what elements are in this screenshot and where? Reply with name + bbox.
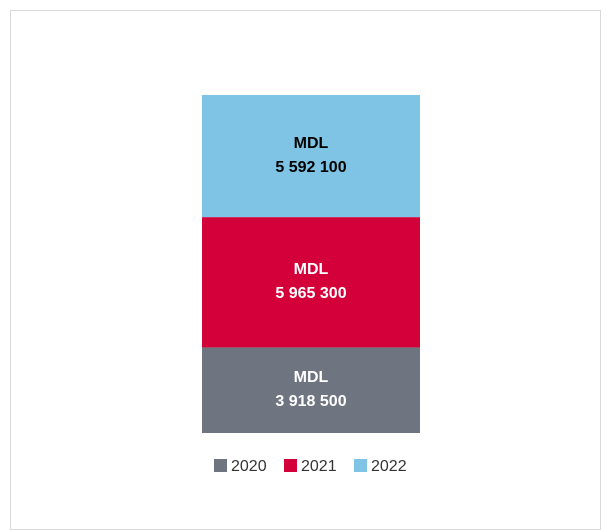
bar-segment	[202, 347, 420, 433]
legend-swatch	[284, 459, 297, 472]
legend-label: 2020	[231, 458, 267, 475]
value-label: MDL 3 918 500	[275, 369, 347, 411]
legend-label: 2022	[371, 458, 407, 475]
bar-segment	[202, 95, 420, 218]
legend-label: 2021	[301, 458, 337, 475]
legend-swatch	[354, 459, 367, 472]
bar-segment	[202, 217, 420, 348]
value-label: MDL 5 965 300	[275, 261, 347, 303]
chart: 2020 2021 2022	[202, 95, 420, 475]
legend-swatch	[214, 459, 227, 472]
value-label: MDL 5 592 100	[275, 135, 347, 177]
